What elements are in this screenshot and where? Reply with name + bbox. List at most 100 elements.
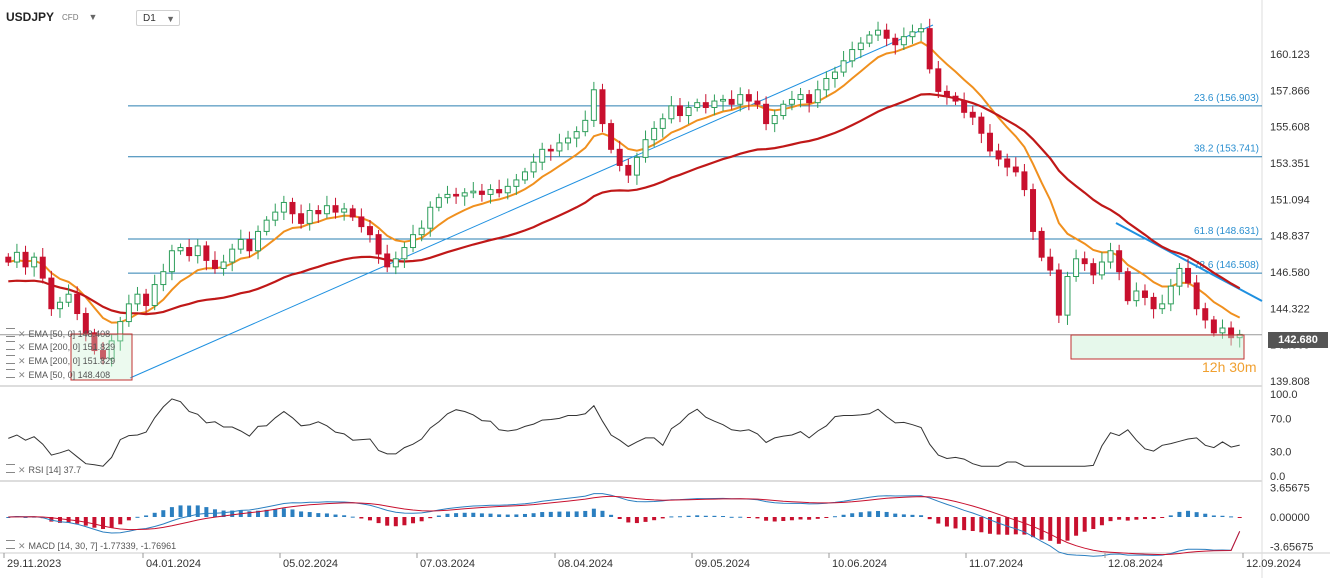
candle-body (616, 148, 623, 166)
macd-histogram-bar (462, 512, 467, 517)
candle-body (194, 245, 201, 257)
macd-histogram-bar (798, 517, 803, 520)
candle-body (186, 247, 193, 257)
macd-histogram-bar (858, 512, 863, 517)
macd-histogram-bar (230, 510, 235, 517)
macd-histogram-bar (23, 516, 28, 518)
macd-tick-label: 0.00000 (1270, 512, 1310, 524)
price-tick-label: 157.866 (1270, 85, 1310, 97)
candle-body (375, 234, 382, 255)
macd-histogram-bar (1013, 517, 1018, 535)
rsi-line (8, 398, 1240, 467)
price-tick-label: 155.608 (1270, 122, 1310, 134)
close-icon[interactable]: ✕ (18, 465, 26, 475)
macd-histogram-bar (652, 517, 657, 521)
macd-histogram-bar (247, 511, 252, 517)
candle-body (134, 293, 141, 305)
close-icon[interactable]: ✕ (18, 329, 26, 339)
macd-histogram-bar (841, 514, 846, 517)
macd-histogram-bar (497, 514, 502, 517)
settings-icon[interactable] (6, 540, 15, 549)
macd-histogram-bar (101, 517, 106, 529)
candle-body (100, 350, 107, 360)
candle-body (513, 179, 520, 187)
legend-ema-3[interactable]: ✕ EMA [200, 0] 151.829 (6, 355, 115, 367)
macd-histogram-bar (583, 510, 588, 517)
candle-body (1176, 267, 1183, 287)
date-tick-label: 29.11.2023 (7, 558, 61, 570)
settings-icon[interactable] (6, 328, 15, 337)
candle-body (39, 256, 46, 279)
macd-histogram-bar (772, 517, 777, 522)
zone-box (70, 333, 133, 381)
candle-body (289, 201, 296, 215)
settings-icon[interactable] (6, 369, 15, 378)
candle-body (676, 105, 683, 117)
candle-body (478, 190, 485, 195)
candle-body (694, 102, 701, 108)
candle-body (556, 142, 563, 152)
chevron-down-icon[interactable]: ▼ (166, 14, 175, 24)
legend-rsi[interactable]: ✕ RSI [14] 37.7 (6, 464, 81, 476)
close-icon[interactable]: ✕ (18, 541, 26, 551)
fib-label: 61.8 (148.631) (1194, 226, 1259, 237)
rsi-tick-label: 100.0 (1270, 389, 1298, 401)
candle-body (608, 123, 615, 150)
macd-histogram-bar (807, 517, 812, 520)
candle-body (788, 98, 795, 105)
candle-body (573, 131, 580, 139)
legend-ema-4[interactable]: ✕ EMA [50, 0] 148.408 (6, 369, 110, 381)
candle-body (496, 189, 503, 194)
candle-body (737, 94, 744, 105)
candle-body (866, 34, 873, 44)
macd-histogram-bar (531, 513, 536, 517)
settings-icon[interactable] (6, 341, 15, 350)
candle-body (900, 36, 907, 46)
legend-ema-1[interactable]: ✕ EMA [50, 0] 148.408 (6, 328, 110, 340)
candle-body (565, 137, 572, 144)
macd-histogram-bar (1108, 517, 1113, 522)
macd-histogram-bar (548, 511, 553, 517)
settings-icon[interactable] (6, 355, 15, 364)
ema-50-line (8, 40, 1241, 324)
candle-body (298, 213, 305, 224)
macd-histogram-bar (1142, 517, 1147, 520)
macd-histogram-bar (953, 517, 958, 529)
candle-body (521, 171, 528, 181)
candle-body (203, 245, 210, 261)
macd-histogram-bar (764, 517, 769, 521)
candle-body (780, 103, 787, 117)
macd-histogram-bar (187, 505, 192, 517)
close-icon[interactable]: ✕ (18, 356, 26, 366)
macd-histogram-bar (1048, 517, 1053, 541)
chevron-down-icon[interactable]: ▼ (88, 12, 98, 22)
candle-body (814, 89, 821, 104)
legend-ema-2[interactable]: ✕ EMA [200, 0] 151.829 (6, 341, 115, 353)
symbol-name[interactable]: USDJPY (6, 10, 55, 24)
macd-histogram-bar (1074, 517, 1079, 536)
candle-body (470, 190, 477, 194)
macd-histogram-bar (359, 517, 364, 519)
timeframe-select[interactable]: D1 ▼ (136, 10, 180, 26)
legend-macd[interactable]: ✕ MACD [14, 30, 7] -1.77339, -1.76961 (6, 540, 176, 552)
candle-body (255, 230, 262, 252)
settings-icon[interactable] (6, 464, 15, 473)
candle-body (943, 90, 950, 97)
price-tick-label: 146.580 (1270, 267, 1310, 279)
candle-body (1236, 333, 1243, 339)
close-icon[interactable]: ✕ (18, 370, 26, 380)
close-icon[interactable]: ✕ (18, 342, 26, 352)
macd-histogram-bar (738, 516, 743, 518)
rsi-tick-label: 30.0 (1270, 446, 1291, 458)
macd-histogram-bar (1203, 513, 1208, 517)
macd-histogram-bar (221, 510, 226, 517)
macd-histogram-bar (669, 516, 674, 518)
price-tick-label: 153.351 (1270, 158, 1310, 170)
macd-histogram-bar (471, 512, 476, 517)
macd-histogram-bar (566, 511, 571, 517)
macd-histogram-bar (83, 517, 88, 526)
macd-histogram-bar (290, 509, 295, 517)
symbol-header[interactable]: USDJPY CFD ▼ (6, 6, 97, 28)
macd-histogram-bar (677, 516, 682, 518)
